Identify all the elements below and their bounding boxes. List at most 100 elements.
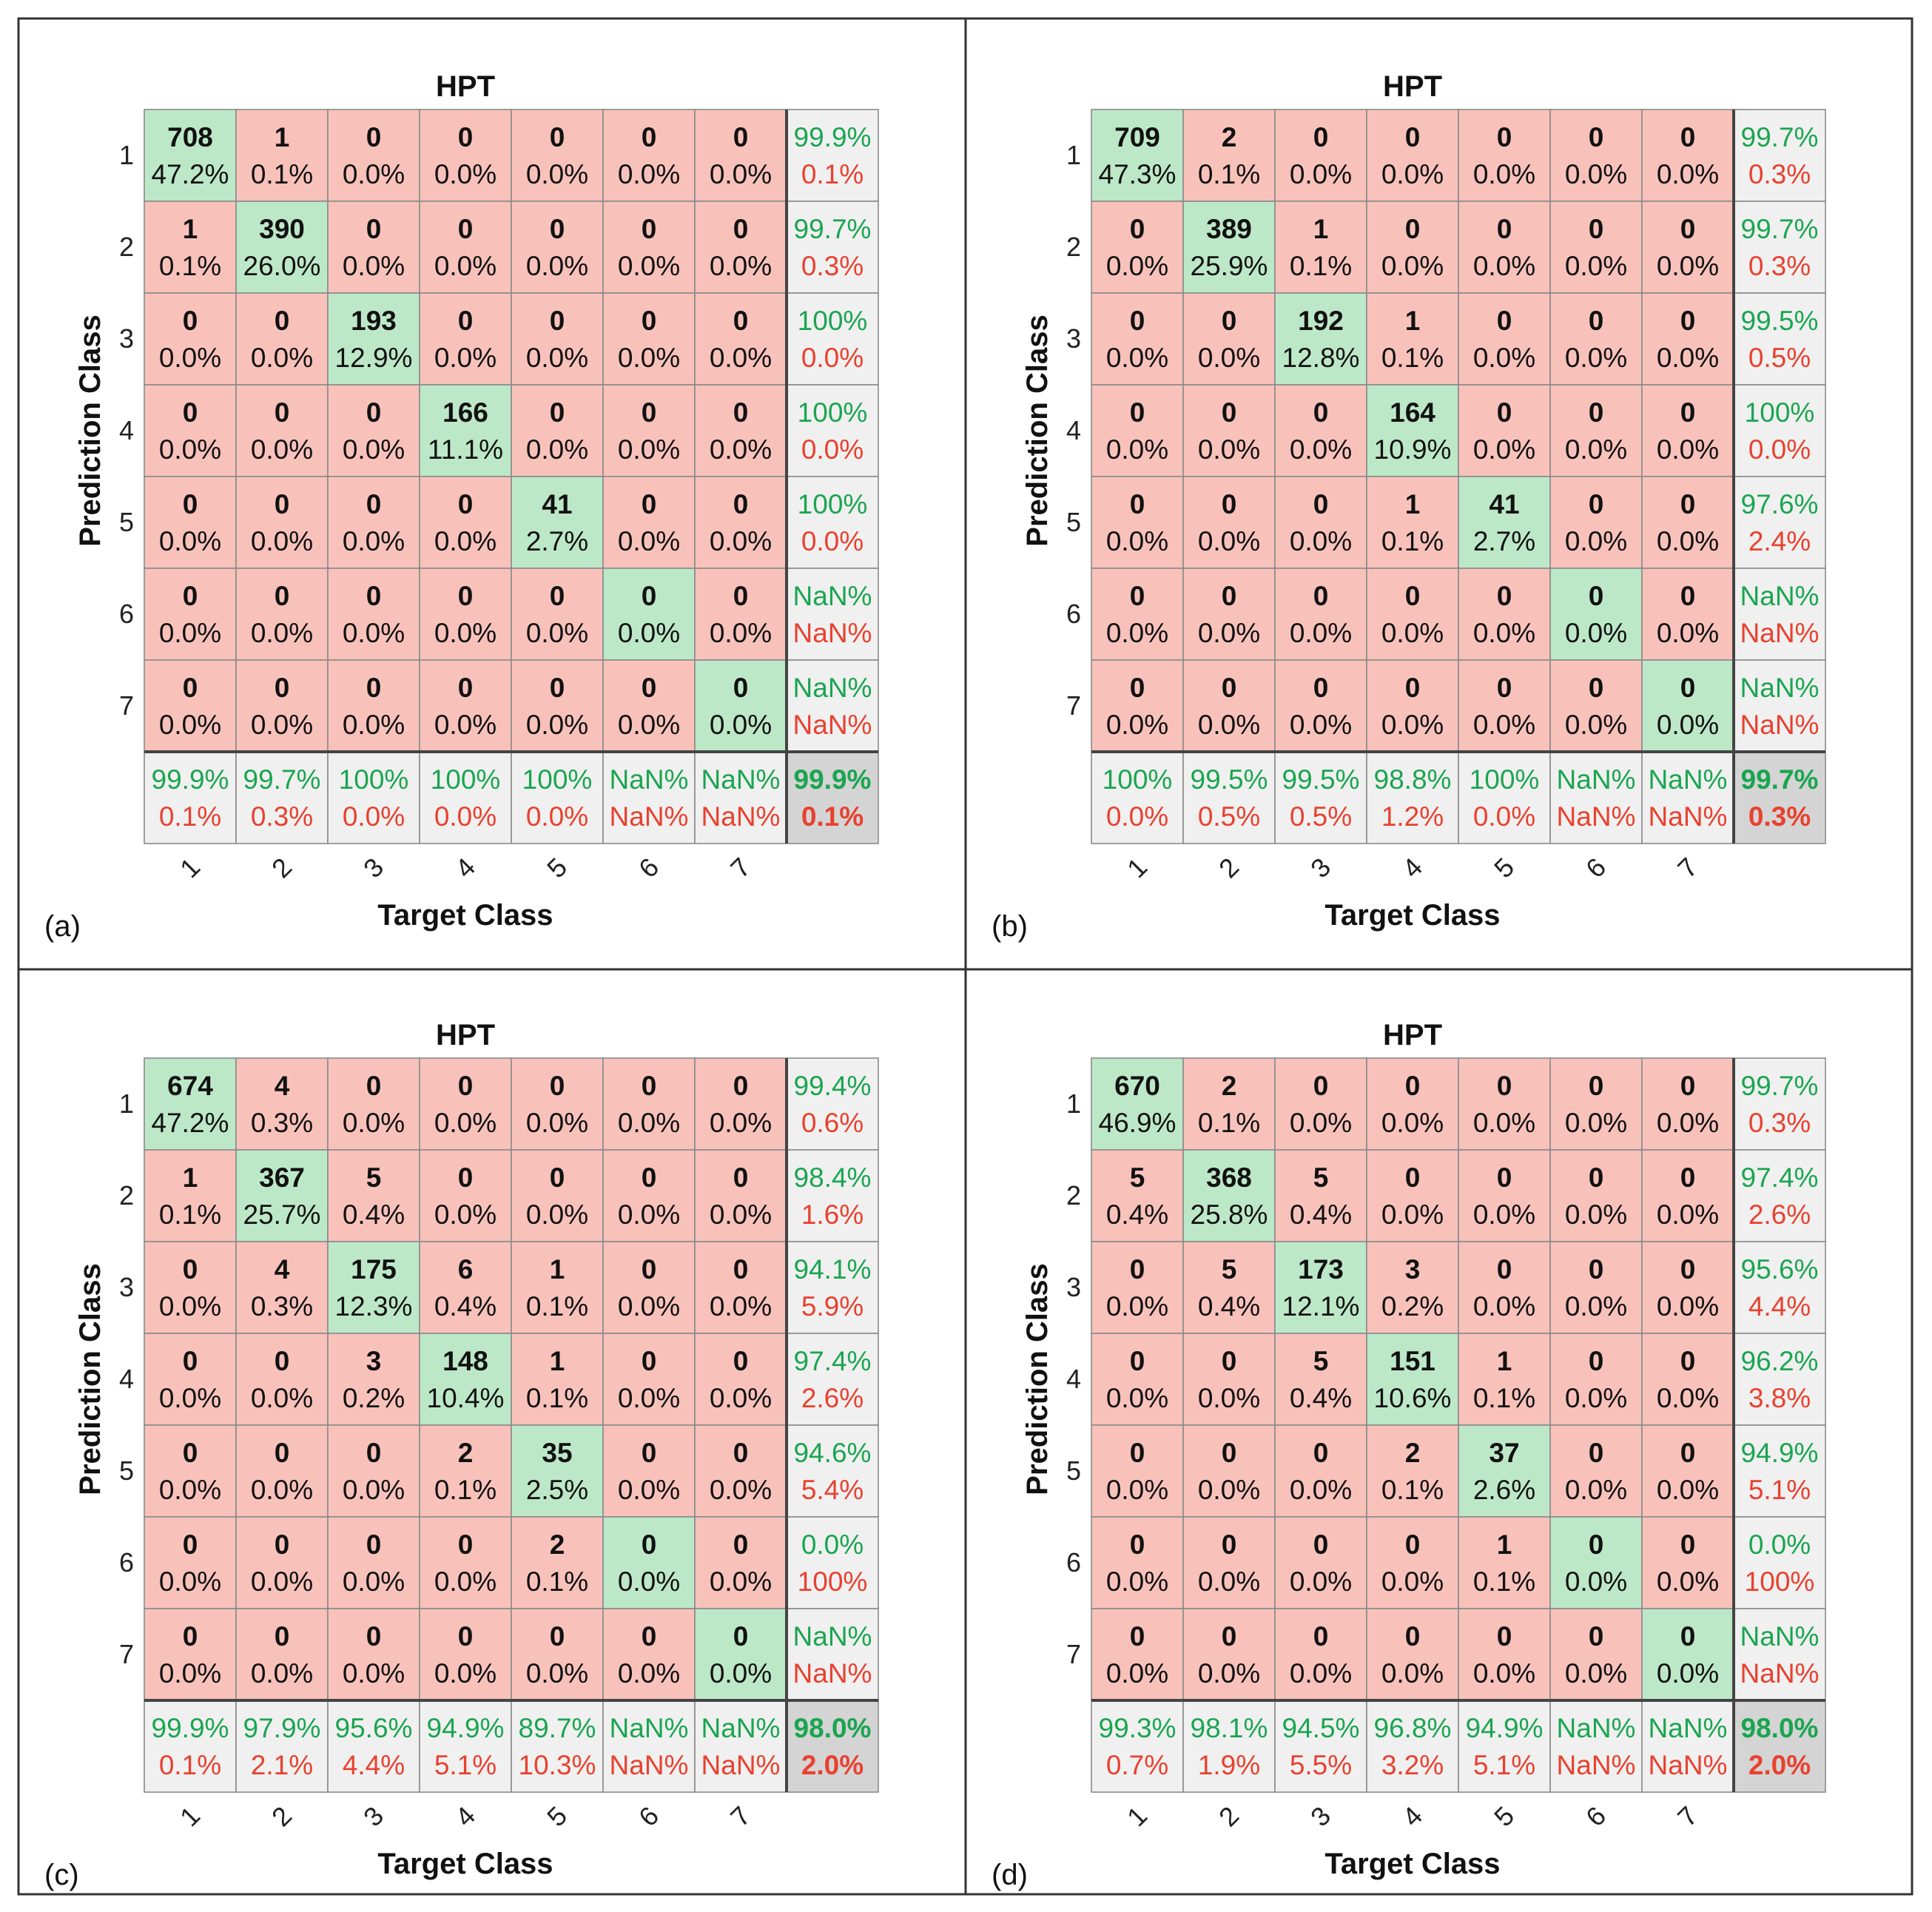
cell-count: 0 — [1130, 1621, 1145, 1652]
cell-percent: 0.0% — [1473, 343, 1535, 373]
col-summary-correct: NaN% — [610, 1713, 689, 1743]
row-summary-error: 5.1% — [1748, 1475, 1811, 1505]
matrix-cell — [602, 384, 696, 477]
cell-percent: 0.0% — [1381, 1108, 1444, 1138]
matrix-cell — [511, 1608, 604, 1701]
row-summary-correct: 96.2% — [1741, 1346, 1819, 1376]
col-summary-cell — [235, 751, 329, 844]
matrix-cell — [327, 1241, 420, 1334]
panel-label: (c) — [44, 1859, 79, 1891]
cell-count: 0 — [275, 1346, 290, 1376]
matrix-cell — [1549, 568, 1643, 661]
col-summary-correct: 100% — [1103, 764, 1173, 795]
y-tick-label: 4 — [119, 415, 134, 445]
cell-percent: 2.5% — [526, 1475, 588, 1505]
cell-percent: 0.0% — [434, 618, 497, 648]
matrix-cell — [602, 659, 696, 753]
matrix-cell — [1182, 384, 1276, 477]
matrix-cell — [1274, 1149, 1367, 1242]
chart-title: HPT — [1383, 1019, 1442, 1051]
cell-count: 0 — [550, 214, 565, 244]
cell-percent: 2.7% — [1473, 526, 1535, 556]
cell-count: 0 — [642, 1438, 657, 1468]
cell-count: 0 — [1313, 397, 1329, 428]
cell-percent: 0.0% — [251, 710, 313, 740]
cell-percent: 0.0% — [1381, 1199, 1444, 1230]
cell-count: 0 — [1405, 673, 1421, 703]
cell-count: 41 — [542, 489, 572, 519]
cell-count: 5 — [1313, 1346, 1329, 1376]
matrix-cell — [1549, 476, 1643, 569]
cell-percent: 0.0% — [1565, 1383, 1627, 1413]
chart-title: HPT — [436, 70, 495, 103]
cell-percent: 0.0% — [434, 251, 497, 281]
col-summary-correct: 95.6% — [335, 1713, 413, 1743]
cell-percent: 0.0% — [710, 1566, 772, 1597]
cell-percent: 0.0% — [434, 1566, 497, 1597]
col-summary-cell — [1182, 1700, 1276, 1793]
matrix-cell — [235, 109, 329, 202]
matrix-cell — [1182, 568, 1276, 661]
matrix-cell — [1091, 659, 1184, 753]
col-summary-error: NaN% — [610, 801, 689, 832]
y-tick-label: 2 — [1066, 232, 1081, 262]
cell-percent: 47.2% — [152, 159, 229, 189]
matrix-cell — [1091, 201, 1184, 294]
row-summary-error: 100% — [1745, 1566, 1815, 1597]
col-summary-error: NaN% — [701, 1750, 781, 1780]
matrix-cell — [1274, 292, 1367, 386]
col-summary-cell — [1641, 751, 1734, 844]
cell-count: 0 — [183, 1346, 198, 1376]
col-summary-error: 0.5% — [1290, 801, 1352, 832]
col-summary-cell — [602, 1700, 696, 1793]
matrix-cell — [1182, 1424, 1276, 1518]
matrix-cell — [602, 1333, 696, 1426]
cell-percent: 0.0% — [1565, 1108, 1627, 1138]
overall-error: 2.0% — [1748, 1750, 1811, 1780]
cell-percent: 0.0% — [343, 434, 405, 465]
cell-percent: 0.0% — [343, 1475, 405, 1505]
col-summary-cell — [1458, 751, 1551, 844]
row-summary-cell — [786, 384, 879, 477]
matrix-cell — [419, 1241, 512, 1334]
cell-percent: 0.0% — [1657, 1566, 1719, 1597]
cell-count: 0 — [1589, 1529, 1604, 1560]
cell-count: 0 — [183, 1438, 198, 1468]
y-tick-label: 5 — [1066, 507, 1081, 537]
cell-count: 389 — [1206, 214, 1252, 244]
matrix-cell — [1641, 109, 1734, 202]
cell-percent: 0.0% — [1565, 526, 1627, 556]
matrix-cell — [602, 292, 696, 386]
y-axis-label: Prediction Class — [1021, 314, 1054, 546]
matrix-cell — [694, 1608, 787, 1701]
matrix-cell — [144, 1333, 237, 1426]
cell-percent: 12.3% — [335, 1291, 413, 1322]
col-summary-correct: 100% — [1470, 764, 1540, 795]
cell-count: 367 — [259, 1162, 305, 1193]
matrix-cell — [602, 201, 696, 294]
col-summary-correct: NaN% — [701, 1713, 781, 1743]
matrix-cell — [1366, 1241, 1459, 1334]
cell-percent: 0.0% — [1381, 710, 1444, 740]
matrix-cell — [419, 1333, 512, 1426]
cell-percent: 0.0% — [618, 434, 680, 465]
cell-percent: 0.0% — [1565, 343, 1627, 373]
cell-percent: 0.0% — [434, 526, 497, 556]
cell-percent: 0.0% — [434, 710, 497, 740]
matrix-cell — [1641, 1608, 1734, 1701]
panel-label: (a) — [44, 910, 81, 943]
cell-count: 0 — [733, 214, 749, 244]
cell-count: 0 — [1680, 1621, 1696, 1652]
col-summary-cell — [1091, 1700, 1184, 1793]
cell-percent: 0.4% — [434, 1291, 497, 1322]
cell-count: 0 — [1497, 214, 1512, 244]
y-tick-label: 3 — [1066, 323, 1081, 354]
cell-count: 0 — [1680, 1254, 1696, 1285]
matrix-cell — [694, 201, 787, 294]
panel-a: HPT 708 47.2% 1 0.1% 0 0.0% 0 0.0% 0 0.0% 0 0.0% 0 0.0… — [44, 70, 879, 943]
cell-count: 0 — [1680, 1529, 1696, 1560]
y-tick-label: 2 — [119, 1180, 134, 1211]
cell-count: 2 — [1222, 1071, 1237, 1101]
cell-percent: 0.4% — [1290, 1199, 1352, 1230]
col-summary-correct: 96.8% — [1374, 1713, 1452, 1743]
